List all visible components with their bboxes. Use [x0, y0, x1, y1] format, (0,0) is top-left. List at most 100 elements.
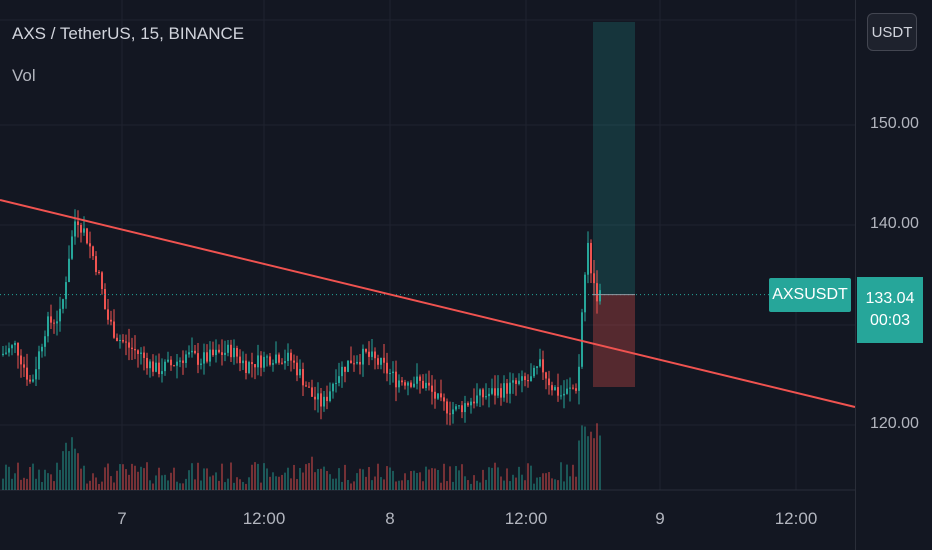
candle-body — [206, 352, 208, 362]
candle-body — [416, 376, 418, 384]
volume-bar — [398, 480, 400, 490]
time-tick-7: 7 — [117, 509, 127, 528]
volume-bar — [386, 466, 388, 490]
volume-bar — [284, 472, 286, 490]
candle-body — [104, 289, 106, 310]
candle-body — [548, 378, 550, 386]
candle-body — [110, 319, 112, 322]
candle-body — [62, 299, 64, 309]
volume-bar — [170, 472, 172, 490]
candle-body — [248, 362, 250, 373]
candle-body — [44, 336, 46, 347]
candle-body — [83, 228, 85, 233]
volume-bar — [422, 481, 424, 490]
candle-body — [281, 362, 283, 364]
volume-bar — [575, 476, 577, 490]
volume-bar — [281, 474, 283, 490]
volume-bar — [500, 476, 502, 490]
volume-bar — [596, 423, 598, 490]
volume-bar — [431, 468, 433, 490]
candle-body — [254, 364, 256, 368]
volume-bar — [458, 470, 460, 490]
candle-body — [173, 365, 175, 367]
candle-body — [578, 366, 580, 391]
currency-button[interactable]: USDT — [867, 13, 917, 51]
volume-bar — [92, 473, 94, 490]
candle-body — [59, 308, 61, 322]
volume-bar — [455, 466, 457, 490]
volume-bar — [71, 437, 73, 490]
volume-bar — [80, 468, 82, 490]
candle-body — [413, 383, 415, 387]
volume-indicator-label[interactable]: Vol — [12, 66, 36, 85]
candle-body — [503, 383, 505, 398]
candle-body — [386, 362, 388, 374]
volume-bar — [221, 463, 223, 490]
candle-body — [242, 360, 244, 364]
candle-body — [545, 372, 547, 379]
volume-bar — [314, 472, 316, 490]
volume-bar — [410, 471, 412, 490]
volume-bar — [413, 470, 415, 490]
candle-body — [365, 348, 367, 352]
candle-body — [50, 316, 52, 323]
candle-body — [215, 349, 217, 356]
candle-body — [428, 382, 430, 386]
volume-bar — [116, 470, 118, 490]
candle-body — [230, 344, 232, 358]
volume-bar — [344, 464, 346, 490]
candle-body — [53, 322, 55, 324]
volume-bar — [392, 470, 394, 490]
volume-bar — [377, 463, 379, 490]
volume-bar — [176, 481, 178, 490]
volume-bar — [524, 480, 526, 490]
volume-bar — [494, 462, 496, 490]
volume-bar — [530, 465, 532, 490]
volume-bar — [263, 463, 265, 490]
volume-bar — [476, 480, 478, 490]
volume-bar — [197, 462, 199, 490]
candle-body — [158, 362, 160, 375]
candle-body — [203, 352, 205, 364]
candle-body — [533, 367, 535, 377]
volume-bar — [395, 481, 397, 490]
volume-bar — [287, 467, 289, 490]
volume-bar — [347, 479, 349, 490]
candle-body — [278, 354, 280, 363]
candle-body — [389, 373, 391, 375]
volume-bar — [272, 472, 274, 490]
candle-body — [35, 369, 37, 380]
volume-bar — [134, 465, 136, 490]
volume-bar — [191, 463, 193, 490]
price-axis-separator — [855, 0, 856, 550]
candle-body — [581, 312, 583, 367]
candle-body — [320, 393, 322, 407]
candle-body — [251, 362, 253, 365]
volume-bar — [527, 463, 529, 490]
volume-bar — [47, 473, 49, 490]
candle-body — [296, 362, 298, 376]
candle-body — [407, 382, 409, 386]
trendline — [0, 199, 856, 408]
volume-bar — [446, 481, 448, 490]
volume-bar — [158, 467, 160, 490]
volume-bar — [38, 469, 40, 490]
volume-bar — [251, 464, 253, 490]
candle-body — [476, 395, 478, 404]
volume-bar — [353, 481, 355, 490]
candle-body — [290, 352, 292, 361]
volume-bar — [20, 479, 22, 490]
candle-body — [590, 242, 592, 274]
candle-body — [509, 382, 511, 394]
volume-bar — [365, 476, 367, 490]
candle-body — [584, 274, 586, 313]
candle-body — [356, 361, 358, 364]
time-tick-9: 9 — [655, 509, 665, 528]
volume-bar — [131, 463, 133, 490]
candle-body — [122, 339, 124, 342]
candle-body — [74, 221, 76, 237]
volume-bar — [140, 466, 142, 490]
volume-bar — [335, 478, 337, 490]
volume-bar — [548, 472, 550, 490]
